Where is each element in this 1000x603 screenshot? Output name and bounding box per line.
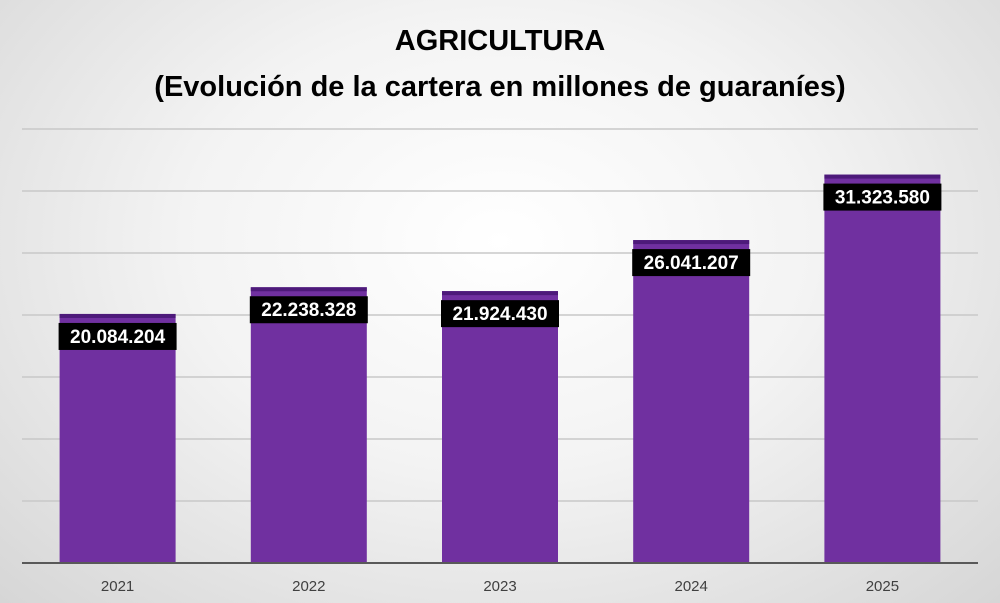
x-tick-label: 2022 [292, 578, 325, 595]
chart-subtitle: (Evolución de la cartera en millones de … [154, 71, 845, 103]
x-axis-ticks: 2021 2022 2023 2024 2025 [101, 578, 899, 595]
data-label-box [632, 249, 751, 277]
data-labels: 20.084.204 22.238.328 21.924.430 26.041.207… [58, 183, 942, 350]
data-label: 20.084.204 [70, 327, 166, 348]
data-label: 31.323.580 [835, 188, 930, 209]
data-label: 21.924.430 [452, 304, 547, 325]
x-tick-label: 2021 [101, 578, 134, 595]
bars [59, 174, 941, 564]
data-label-box [441, 300, 559, 328]
bar-2022 [250, 287, 367, 563]
data-label: 22.238.328 [261, 300, 356, 321]
bar-2021 [59, 313, 176, 563]
bar-top-edge [250, 287, 367, 292]
data-label-box [249, 296, 368, 324]
data-label-box [58, 322, 177, 350]
bar-2025 [824, 174, 941, 564]
chart-title: AGRICULTURA [395, 25, 606, 57]
bar-2023 [442, 291, 558, 563]
x-tick-label: 2024 [675, 578, 708, 595]
data-label-box [823, 183, 942, 211]
x-tick-label: 2023 [483, 578, 516, 595]
x-tick-label: 2025 [866, 578, 899, 595]
bar-top-edge [824, 174, 941, 179]
bar-top-edge [633, 240, 750, 245]
bar-2024 [633, 240, 750, 563]
data-label: 26.041.207 [644, 253, 739, 274]
bar-top-edge [59, 313, 176, 318]
bar-top-edge [442, 291, 558, 296]
